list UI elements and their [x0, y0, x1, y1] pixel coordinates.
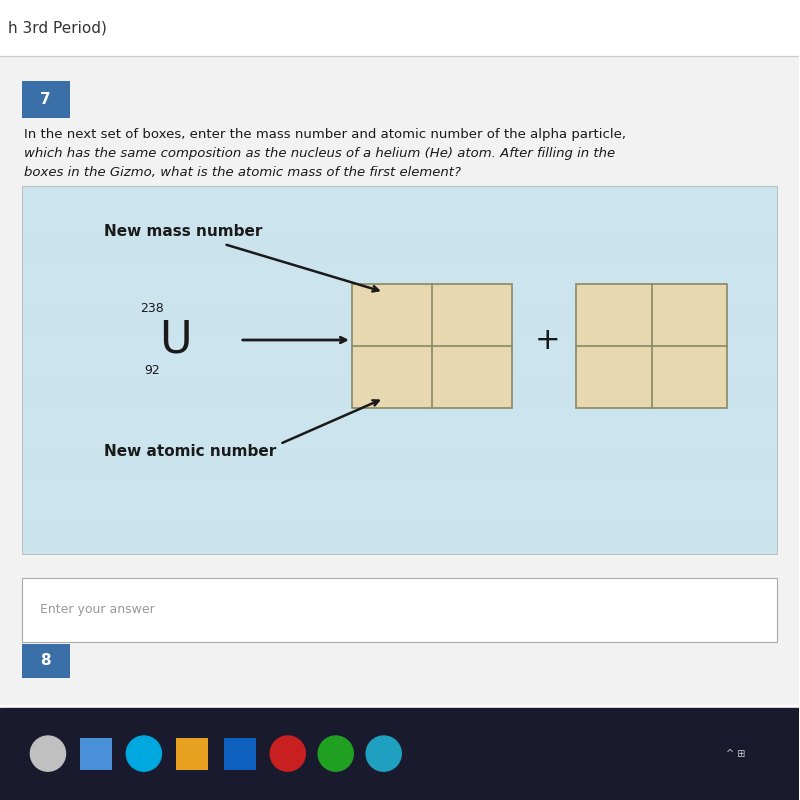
Text: Enter your answer: Enter your answer [40, 603, 154, 616]
FancyBboxPatch shape [24, 232, 775, 264]
FancyBboxPatch shape [224, 738, 256, 770]
FancyBboxPatch shape [24, 376, 775, 408]
Text: U: U [159, 318, 192, 362]
Text: +: + [534, 326, 561, 354]
FancyBboxPatch shape [24, 412, 775, 444]
FancyBboxPatch shape [352, 284, 512, 408]
Text: In the next set of boxes, enter the mass number and atomic number of the alpha p: In the next set of boxes, enter the mass… [24, 128, 626, 141]
Bar [0, 708, 799, 800]
FancyBboxPatch shape [22, 644, 70, 678]
Bar [0, 56, 799, 704]
FancyBboxPatch shape [24, 340, 775, 372]
Text: New atomic number: New atomic number [104, 445, 276, 459]
Text: boxes in the Gizmo, what is the atomic mass of the first element?: boxes in the Gizmo, what is the atomic m… [24, 166, 461, 179]
Circle shape [126, 736, 162, 771]
FancyBboxPatch shape [22, 578, 777, 642]
Text: ^ ⊞: ^ ⊞ [726, 749, 745, 758]
Text: New mass number: New mass number [104, 225, 262, 239]
Text: 238: 238 [140, 302, 164, 314]
FancyBboxPatch shape [80, 738, 112, 770]
Circle shape [30, 736, 66, 771]
Text: which has the same composition as the nucleus of a helium (He) atom. After filli: which has the same composition as the nu… [24, 147, 615, 160]
FancyBboxPatch shape [22, 186, 777, 554]
Text: h 3rd Period): h 3rd Period) [8, 21, 107, 35]
FancyBboxPatch shape [22, 81, 70, 118]
FancyBboxPatch shape [24, 448, 775, 480]
Circle shape [366, 736, 402, 771]
FancyBboxPatch shape [24, 520, 775, 552]
Circle shape [318, 736, 354, 771]
FancyBboxPatch shape [24, 268, 775, 300]
Circle shape [270, 736, 306, 771]
FancyBboxPatch shape [176, 738, 208, 770]
FancyBboxPatch shape [24, 484, 775, 516]
Bar [0, 0, 799, 56]
Text: 7: 7 [40, 92, 51, 106]
FancyBboxPatch shape [24, 304, 775, 336]
Text: 8: 8 [40, 654, 51, 668]
FancyBboxPatch shape [575, 284, 727, 408]
FancyBboxPatch shape [24, 196, 775, 228]
Text: 92: 92 [144, 364, 160, 377]
